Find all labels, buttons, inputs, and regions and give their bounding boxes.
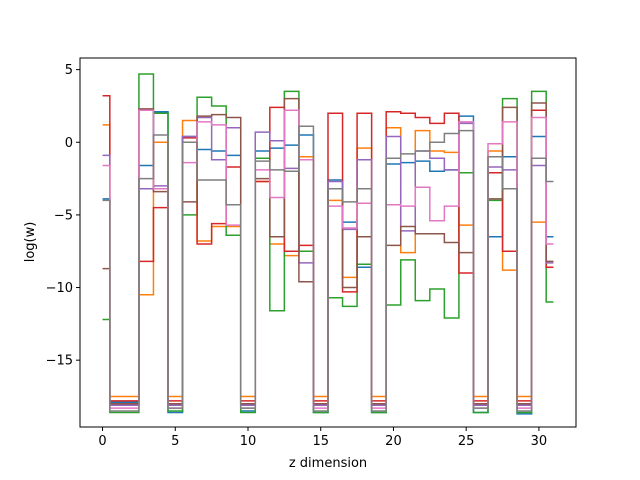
y-tick-label: −10 [46, 281, 73, 296]
x-tick-label: 15 [312, 434, 329, 449]
x-axis-label: z dimension [289, 456, 367, 471]
plot-frame [79, 57, 577, 428]
x-tick-label: 20 [385, 434, 402, 449]
series-line-8 [102, 125, 554, 412]
x-tick-label: 25 [458, 434, 475, 449]
x-tick-label: 0 [98, 434, 106, 449]
x-tick-label: 30 [531, 434, 548, 449]
series-layer [102, 73, 554, 415]
ticks-layer: 0 5 10 15 20 25 30 5 0 −5 −10 −15 [46, 63, 548, 449]
x-tick-label: 10 [240, 434, 257, 449]
y-tick-label: −5 [54, 208, 73, 223]
y-tick-label: 5 [65, 63, 73, 78]
y-tick-label: −15 [46, 354, 73, 369]
x-tick-label: 5 [171, 434, 179, 449]
y-axis-label: log(w) [23, 222, 38, 263]
y-tick-label: 0 [65, 136, 73, 151]
